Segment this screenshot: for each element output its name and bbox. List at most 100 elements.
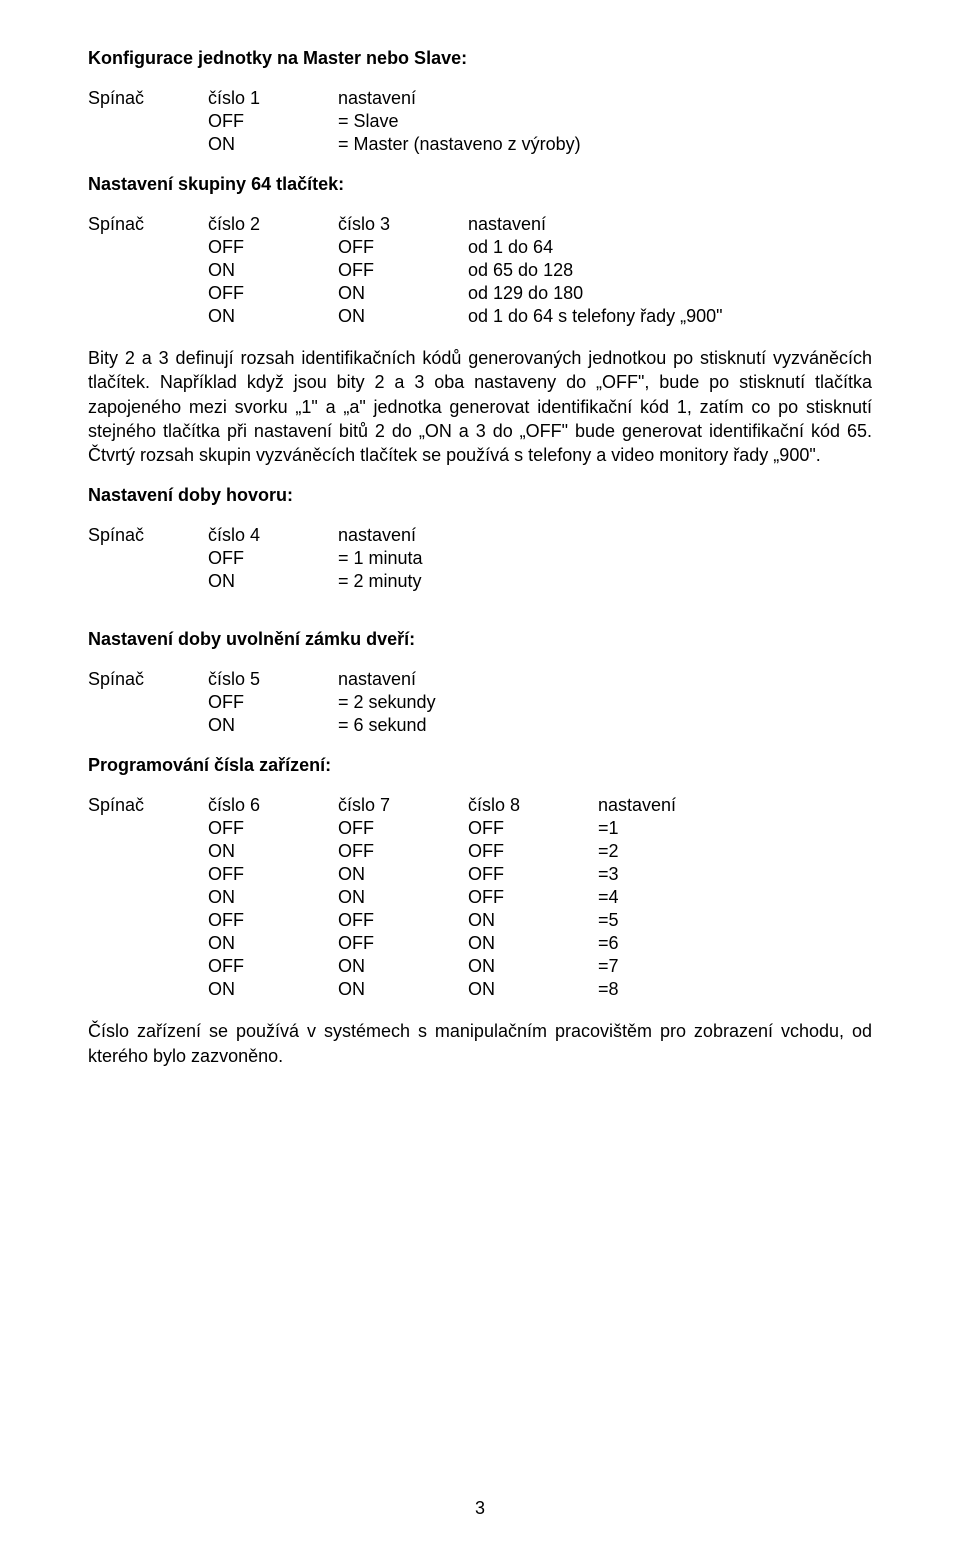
col-header: číslo 4 (208, 524, 338, 547)
cell: OFF (338, 909, 468, 932)
table-header: Spínač číslo 2 číslo 3 nastavení (88, 213, 723, 236)
table-header: Spínač číslo 6 číslo 7 číslo 8 nastavení (88, 794, 688, 817)
col-header: číslo 1 (208, 87, 338, 110)
cell: OFF (468, 840, 598, 863)
cell: ON (468, 978, 598, 1001)
table-row: ON = 2 minuty (88, 570, 423, 593)
col-header: číslo 6 (208, 794, 338, 817)
cell: =6 (598, 932, 688, 955)
cell: =5 (598, 909, 688, 932)
cell: OFF (338, 840, 468, 863)
cell: OFF (208, 236, 338, 259)
cell: ON (208, 886, 338, 909)
cell: OFF (208, 817, 338, 840)
table-row: ON OFF OFF =2 (88, 840, 688, 863)
col-header: číslo 7 (338, 794, 468, 817)
cell: =1 (598, 817, 688, 840)
section5-paragraph: Číslo zařízení se používá v systémech s … (88, 1019, 872, 1068)
table-row: OFF = 1 minuta (88, 547, 423, 570)
cell: od 1 do 64 s telefony řady „900" (468, 305, 723, 328)
table-row: OFF OFF ON =5 (88, 909, 688, 932)
table-row: OFF ON ON =7 (88, 955, 688, 978)
section3-title: Nastavení doby hovoru: (88, 485, 872, 506)
cell: OFF (208, 863, 338, 886)
col-header: číslo 8 (468, 794, 598, 817)
cell (88, 282, 208, 305)
cell: =2 (598, 840, 688, 863)
cell (88, 259, 208, 282)
cell (88, 840, 208, 863)
table-row: ON ON od 1 do 64 s telefony řady „900" (88, 305, 723, 328)
section1-table: Spínač číslo 1 nastavení OFF = Slave ON … (88, 87, 581, 156)
col-header: Spínač (88, 87, 208, 110)
section4-title: Nastavení doby uvolnění zámku dveří: (88, 629, 872, 650)
cell (88, 110, 208, 133)
col-header: Spínač (88, 213, 208, 236)
cell (88, 863, 208, 886)
cell (88, 978, 208, 1001)
cell: =7 (598, 955, 688, 978)
cell: OFF (208, 955, 338, 978)
cell: ON (208, 570, 338, 593)
section5-title: Programování čísla zařízení: (88, 755, 872, 776)
cell: OFF (468, 886, 598, 909)
section2-paragraph: Bity 2 a 3 definují rozsah identifikační… (88, 346, 872, 467)
cell: = Slave (338, 110, 581, 133)
col-header: Spínač (88, 524, 208, 547)
table-row: OFF ON OFF =3 (88, 863, 688, 886)
col-header: nastavení (468, 213, 723, 236)
page: Konfigurace jednotky na Master nebo Slav… (0, 0, 960, 1543)
cell: OFF (468, 817, 598, 840)
section5-table: Spínač číslo 6 číslo 7 číslo 8 nastavení… (88, 794, 688, 1001)
cell (88, 932, 208, 955)
cell (88, 817, 208, 840)
cell: ON (338, 886, 468, 909)
table-row: ON = Master (nastaveno z výroby) (88, 133, 581, 156)
cell: ON (338, 978, 468, 1001)
cell: = Master (nastaveno z výroby) (338, 133, 581, 156)
cell: = 2 sekundy (338, 691, 436, 714)
cell: OFF (208, 691, 338, 714)
cell: ON (208, 932, 338, 955)
cell: ON (338, 955, 468, 978)
cell: od 65 do 128 (468, 259, 723, 282)
cell (88, 714, 208, 737)
cell: = 2 minuty (338, 570, 423, 593)
cell: ON (468, 955, 598, 978)
cell: OFF (338, 236, 468, 259)
cell: OFF (338, 932, 468, 955)
col-header: Spínač (88, 794, 208, 817)
section1-title: Konfigurace jednotky na Master nebo Slav… (88, 48, 872, 69)
cell: =4 (598, 886, 688, 909)
col-header: číslo 2 (208, 213, 338, 236)
cell: ON (208, 305, 338, 328)
cell: ON (338, 863, 468, 886)
table-row: OFF OFF od 1 do 64 (88, 236, 723, 259)
cell: ON (208, 133, 338, 156)
cell (88, 955, 208, 978)
col-header: číslo 3 (338, 213, 468, 236)
table-row: ON ON ON =8 (88, 978, 688, 1001)
cell: ON (208, 259, 338, 282)
cell: OFF (208, 282, 338, 305)
cell: OFF (208, 110, 338, 133)
cell (88, 133, 208, 156)
cell: = 6 sekund (338, 714, 436, 737)
cell (88, 570, 208, 593)
cell: OFF (208, 547, 338, 570)
cell (88, 886, 208, 909)
cell: ON (338, 305, 468, 328)
col-header: číslo 5 (208, 668, 338, 691)
cell (88, 236, 208, 259)
table-header: Spínač číslo 5 nastavení (88, 668, 436, 691)
cell: = 1 minuta (338, 547, 423, 570)
table-row: ON ON OFF =4 (88, 886, 688, 909)
col-header: nastavení (598, 794, 688, 817)
table-row: OFF = Slave (88, 110, 581, 133)
col-header: nastavení (338, 87, 581, 110)
table-row: ON OFF od 65 do 128 (88, 259, 723, 282)
col-header: Spínač (88, 668, 208, 691)
page-number: 3 (0, 1498, 960, 1519)
cell: ON (338, 282, 468, 305)
cell: OFF (338, 259, 468, 282)
